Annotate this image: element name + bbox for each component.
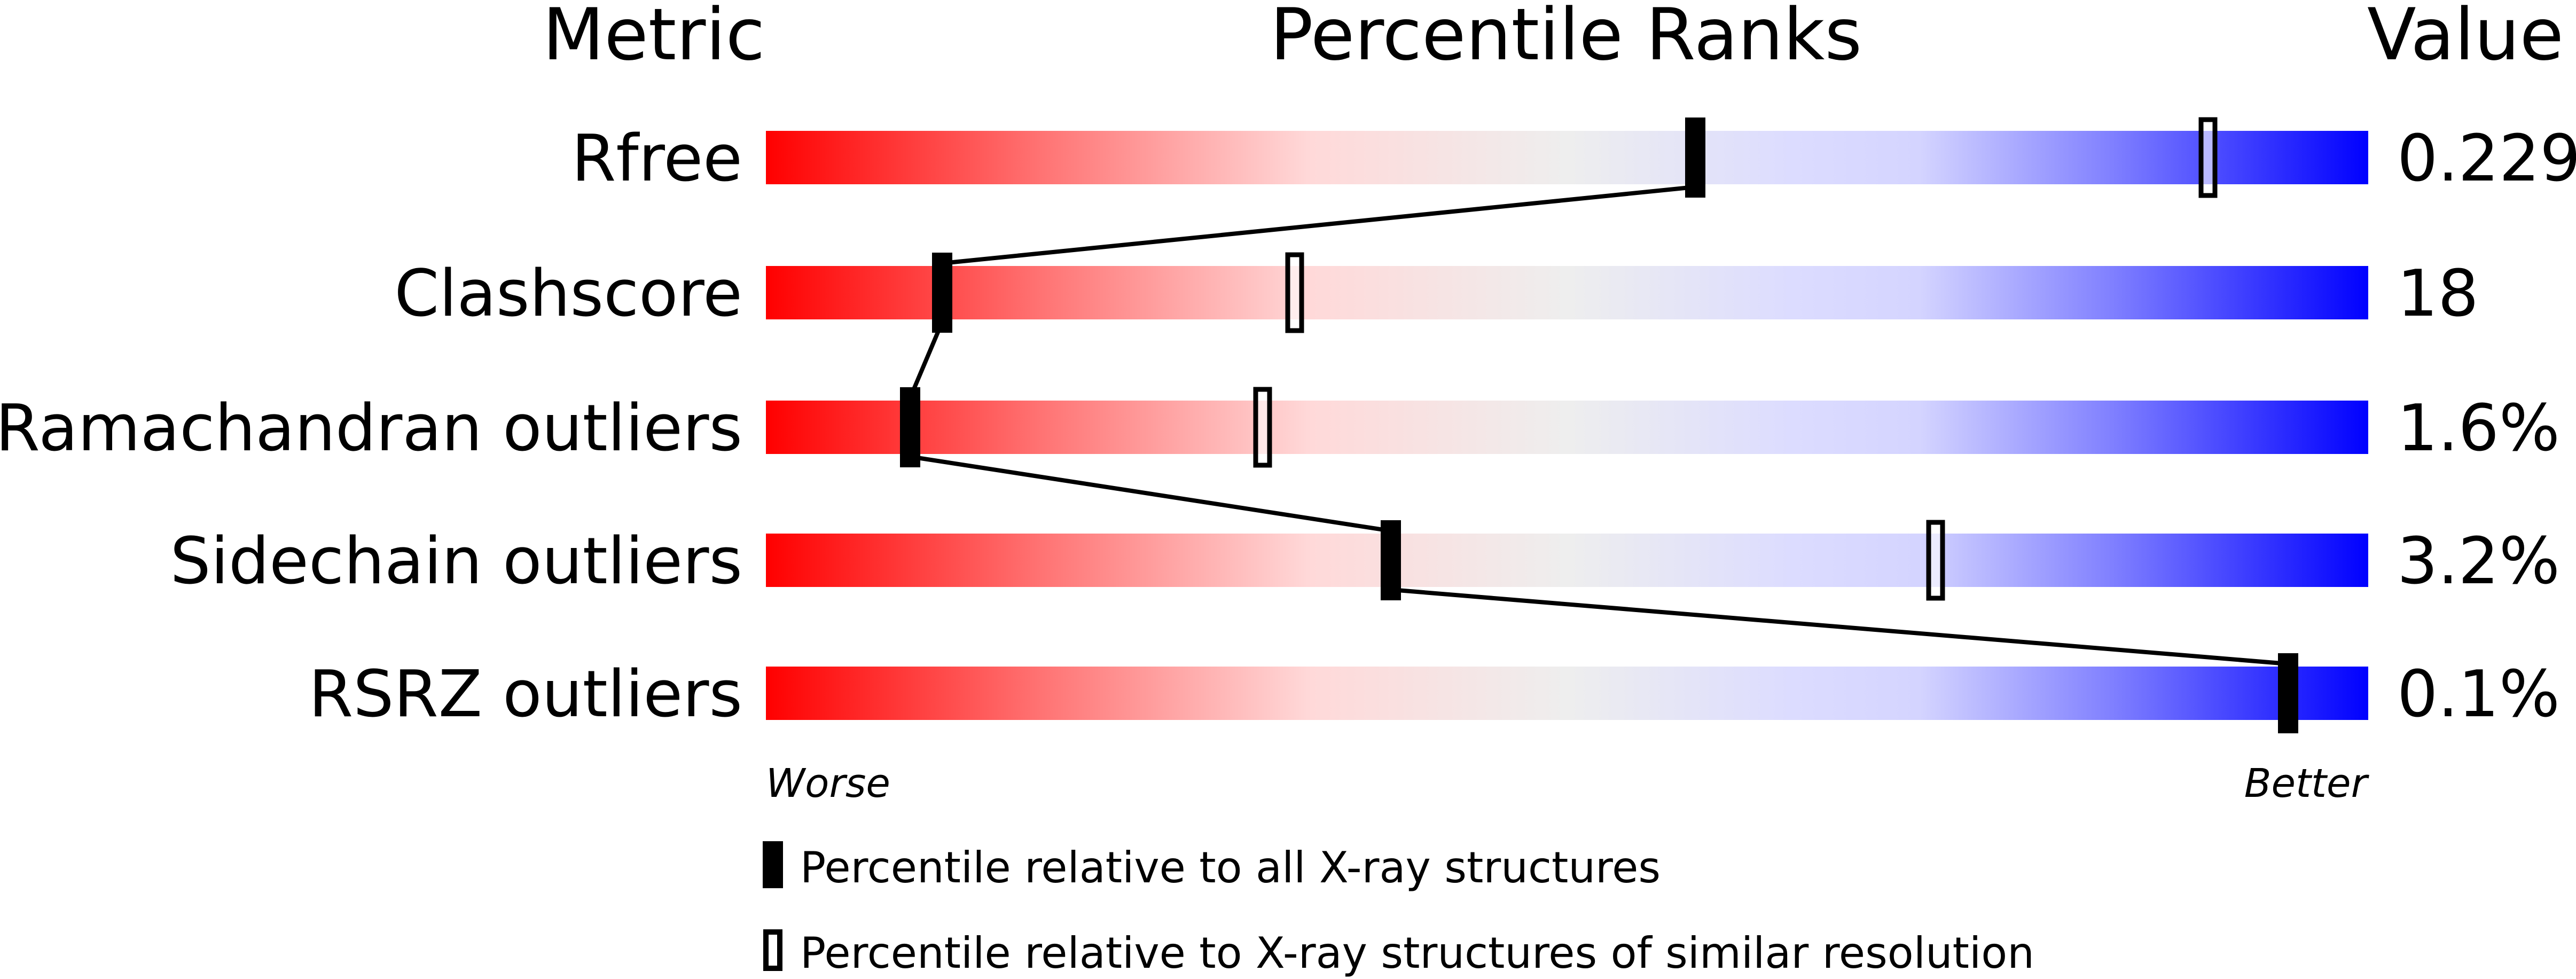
metric-value: 0.229 [2397,122,2576,196]
metric-value: 1.6% [2397,391,2560,466]
legend-all-text: Percentile relative to all X-ray structu… [800,843,1661,892]
marker-all-structures [900,387,920,467]
marker-similar-resolution [2198,117,2218,198]
connector-line [910,455,1391,533]
metric-label: Sidechain outliers [170,524,742,599]
better-label: Better [2244,761,2370,806]
header-metric: Metric [543,0,765,76]
marker-similar-resolution [1926,520,1945,601]
marker-all-structures [1685,118,1705,198]
marker-all-structures [2278,653,2298,733]
metric-value: 3.2% [2397,524,2560,599]
legend-filled-marker [763,841,783,888]
metric-label: Ramachandran outliers [0,391,742,466]
metric-value: 0.1% [2397,657,2560,732]
connector-line [942,185,1696,265]
connector-line [1390,588,2289,666]
metric-label: RSRZ outliers [309,657,742,732]
marker-similar-resolution [1285,252,1304,333]
legend-similar-text: Percentile relative to X-ray structures … [800,928,2034,978]
percentile-bar [766,401,2368,454]
percentile-bar [766,667,2368,720]
marker-all-structures [1381,520,1401,600]
marker-all-structures [932,253,952,333]
header-value: Value [2367,0,2564,76]
metric-value: 18 [2397,257,2479,331]
percentile-bar [766,534,2368,587]
percentile-bar [766,131,2368,184]
header-percentile-ranks: Percentile Ranks [1270,0,1862,76]
worse-label: Worse [766,761,890,806]
metric-label: Rfree [571,122,742,196]
marker-similar-resolution [1253,387,1272,468]
percentile-bar [766,266,2368,319]
connector-line [908,321,944,399]
metric-label: Clashscore [394,257,742,331]
legend-open-marker [763,929,782,971]
